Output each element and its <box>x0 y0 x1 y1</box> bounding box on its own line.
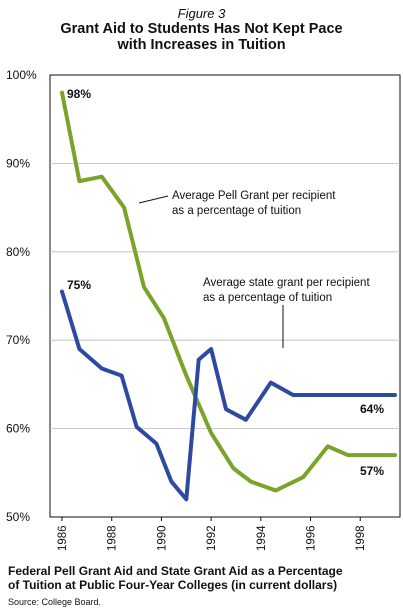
y-tick-label: 50% <box>6 510 30 524</box>
state-annotation-line-2: as a percentage of tuition <box>203 292 332 304</box>
pell-end-label: 57% <box>360 464 384 478</box>
caption-line-2: of Tuition at Public Four-Year Colleges … <box>8 578 338 592</box>
x-tick-label: 1988 <box>107 525 119 551</box>
x-tick-label: 1994 <box>256 525 268 551</box>
pell-annotation-line-2: as a percentage of tuition <box>172 205 301 217</box>
x-tick-label: 1990 <box>156 525 168 551</box>
caption-line-1: Federal Pell Grant Aid and State Grant A… <box>8 564 343 578</box>
series-group <box>60 90 397 502</box>
pell-grant-line <box>60 90 397 493</box>
state-end-label: 64% <box>360 402 384 416</box>
pell-annotation-leader <box>138 195 169 204</box>
x-tick-label: 1986 <box>57 525 69 551</box>
chart-caption: Federal Pell Grant Aid and State Grant A… <box>8 564 403 592</box>
y-tick-label: 60% <box>6 422 30 436</box>
y-axis-ticks: 50% 60% 70% 80% 90% 100% <box>6 68 37 524</box>
state-annotation-line-1: Average state grant per recipient <box>203 277 370 289</box>
y-tick-label: 90% <box>6 156 30 170</box>
y-tick-label: 80% <box>6 245 30 259</box>
pell-start-label: 98% <box>67 87 91 101</box>
source-note: Source: College Board. <box>8 597 102 607</box>
chart-title-line-2: with Increases in Tuition <box>117 37 286 53</box>
figure-label: Figure 3 <box>177 6 226 21</box>
y-tick-label: 70% <box>6 333 30 347</box>
y-tick-label: 100% <box>6 68 37 82</box>
x-tick-label: 1998 <box>355 525 367 551</box>
pell-annotation-line-1: Average Pell Grant per recipient <box>172 190 336 202</box>
x-axis-ticks: 1986 1988 1990 1992 1994 1996 1998 <box>57 517 367 551</box>
x-tick-label: 1996 <box>306 525 318 551</box>
state-start-label: 75% <box>67 278 91 292</box>
chart-title-line-1: Grant Aid to Students Has Not Kept Pace <box>60 21 343 37</box>
x-tick-label: 1992 <box>206 525 218 551</box>
plot-area <box>49 74 401 518</box>
chart-title: Grant Aid to Students Has Not Kept Pace … <box>0 21 403 53</box>
gridlines <box>50 162 400 430</box>
